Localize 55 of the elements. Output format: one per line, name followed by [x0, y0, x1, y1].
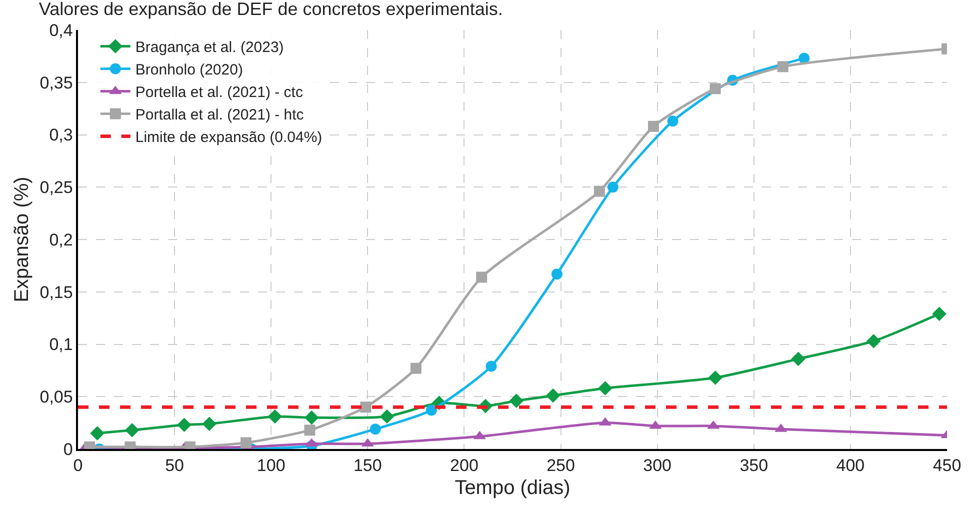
x-axis-title: Tempo (dias) [454, 477, 570, 500]
x-tick-label: 450 [932, 456, 962, 476]
point [410, 362, 422, 374]
point [486, 360, 497, 372]
point [546, 388, 560, 403]
y-tick-label: 0,35 [40, 73, 73, 92]
point [648, 120, 659, 132]
point [304, 424, 316, 436]
point [202, 416, 216, 432]
legend-label: Bronholo (2020) [135, 62, 243, 79]
x-tick-label: 400 [836, 456, 865, 476]
point [177, 418, 192, 432]
point [932, 306, 946, 322]
y-tick-label: 0,2 [49, 230, 73, 250]
x-tick-label: 350 [740, 456, 768, 476]
chart-title: Valores de expansão de DEF de concretos experimentais. [38, 0, 503, 20]
x-tick-label: 50 [165, 456, 184, 476]
point [594, 186, 605, 197]
point [370, 424, 381, 435]
x-tick-label: 300 [643, 456, 672, 476]
point [708, 370, 722, 385]
y-tick-label: 0,15 [40, 282, 73, 302]
y-tick-label: 0,05 [40, 388, 73, 407]
point [426, 404, 437, 416]
point [380, 409, 394, 424]
point [777, 61, 788, 72]
point [304, 410, 319, 425]
y-tick-label: 0 [63, 440, 73, 459]
y-tick-label: 0,25 [40, 178, 73, 198]
y-axis-title: Expansão (%) [10, 176, 33, 302]
y-tick-label: 0,4 [49, 20, 73, 40]
x-tick-label: 250 [546, 456, 575, 476]
point [90, 426, 104, 440]
point [124, 423, 140, 438]
point [509, 394, 524, 408]
point [240, 437, 252, 448]
legend-label: Portella et al. (2021) - ctc [135, 84, 304, 102]
y-tick-label: 0,1 [49, 335, 73, 354]
y-tick-label: 0,3 [49, 126, 73, 145]
point [667, 116, 678, 127]
legend-label: Bragança et al. (2023) [135, 39, 284, 56]
point [607, 182, 618, 193]
x-tick-label: 100 [256, 456, 286, 476]
legend-label: Portalla et al. (2021) - htc [135, 106, 304, 124]
point [710, 83, 721, 94]
point [360, 402, 372, 413]
point [476, 272, 488, 283]
legend-label: Limite de expansão (0.04%) [135, 129, 322, 146]
point [791, 352, 806, 366]
point [598, 381, 612, 396]
point [866, 334, 881, 348]
x-tick-label: 200 [450, 456, 478, 476]
x-tick-label: 150 [353, 456, 382, 476]
point [268, 409, 282, 424]
point [551, 268, 562, 280]
